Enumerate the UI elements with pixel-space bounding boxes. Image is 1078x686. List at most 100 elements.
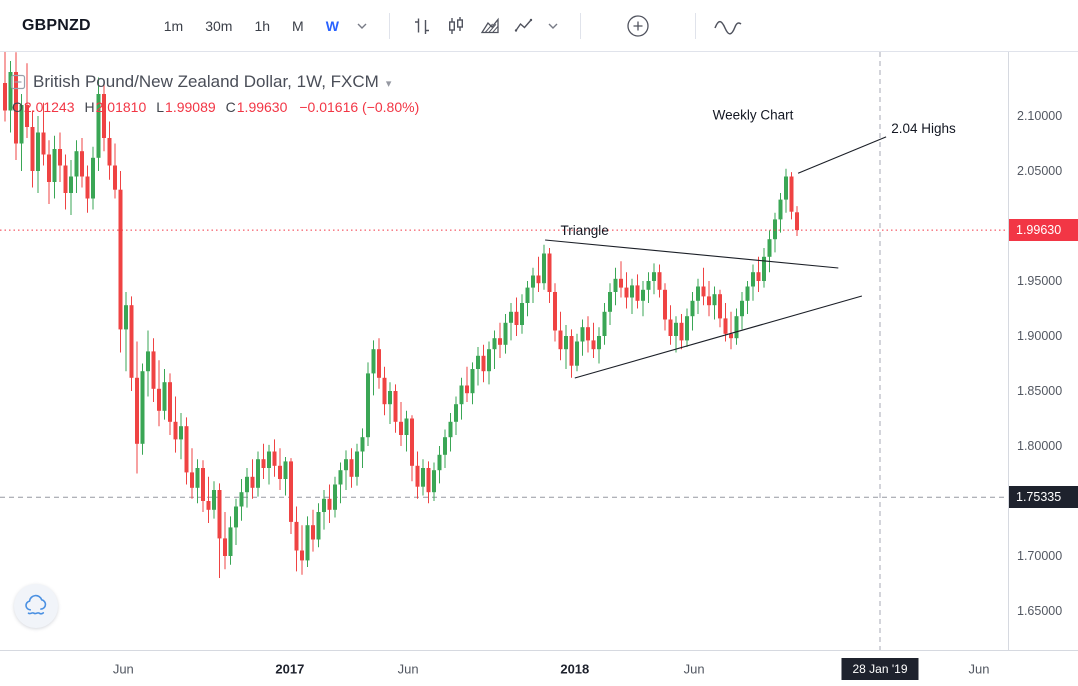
candle-body [250, 476, 255, 488]
candle-body [316, 512, 321, 540]
legend-dropdown-icon[interactable]: ▾ [385, 77, 392, 90]
candle-body [729, 333, 733, 339]
triangle-lower-trendline[interactable] [574, 295, 863, 379]
chart-canvas[interactable]: Weekly Chart 2.04 Highs Triangle [0, 52, 1008, 650]
interval-dropdown-button[interactable] [350, 13, 374, 39]
candle-body [388, 391, 392, 405]
interval-week-button[interactable]: W [325, 17, 339, 34]
candle-body [586, 327, 590, 341]
candle-body [234, 506, 238, 528]
candle-body [740, 300, 744, 317]
candle-body [756, 272, 761, 281]
candle-body [437, 454, 442, 471]
candle-body [80, 151, 84, 177]
interval-1m-button[interactable]: 1m [163, 17, 184, 34]
candle-body [201, 468, 205, 501]
style-dropdown-button[interactable] [541, 13, 565, 39]
price-tick-label: 2.05000 [1017, 164, 1063, 178]
candle-body [124, 305, 128, 330]
compare-add-button[interactable] [622, 10, 654, 42]
chart-title[interactable]: British Pound/New Zealand Dollar, 1W, FX… [33, 72, 379, 91]
candles-style-button[interactable] [440, 10, 472, 42]
hollow-candles-icon [444, 14, 468, 38]
candle-body [734, 316, 739, 339]
annotation-text[interactable]: Triangle [561, 223, 609, 238]
interval-month-button[interactable]: M [292, 17, 304, 34]
candle-body [569, 336, 574, 366]
candle-body [481, 355, 486, 372]
plus-circle-icon [624, 12, 652, 40]
candle-body [382, 377, 387, 405]
toolbar-divider [388, 12, 390, 39]
price-axis[interactable]: 2.100002.050002.000001.950001.900001.850… [1008, 52, 1078, 650]
low-label: L [156, 99, 165, 115]
candle-body [597, 336, 601, 350]
candle-body [547, 253, 552, 292]
candle-body [25, 105, 29, 127]
candle-body [762, 256, 766, 281]
cloud-button[interactable] [14, 584, 58, 628]
chart-region: Weekly Chart 2.04 Highs Triangle British P… [0, 52, 1078, 686]
candle-body [575, 341, 579, 366]
time-tick-label: Jun [112, 661, 134, 676]
candle-body [3, 83, 7, 111]
candle-body [19, 105, 24, 144]
indicators-button[interactable] [712, 10, 744, 42]
high-label: H [84, 99, 95, 115]
candle-body [707, 296, 711, 306]
highs-pointer-line[interactable] [797, 136, 887, 174]
time-axis[interactable]: Jun 2017 Jun 2018 Jun Jun 28 Jan '19 [0, 650, 1078, 686]
area-style-button[interactable] [474, 10, 506, 42]
candle-body [74, 151, 79, 177]
low-value: 1.99089 [165, 99, 216, 115]
high-value: 2.01810 [95, 99, 147, 115]
interval-1h-button[interactable]: 1h [254, 17, 271, 34]
interval-30m-button[interactable]: 30m [205, 17, 233, 34]
candle-body [168, 382, 172, 422]
candle-body [426, 468, 431, 493]
candle-body [239, 492, 244, 507]
candle-body [432, 470, 436, 493]
candle-body [751, 272, 755, 287]
price-tick-label: 1.70000 [1017, 549, 1063, 563]
time-tick-label: Jun [968, 661, 990, 676]
candle-body [129, 305, 134, 378]
candle-body [206, 501, 211, 510]
candle-body [415, 465, 420, 487]
toolbar-divider [694, 12, 696, 39]
candle-body [69, 176, 73, 193]
candle-body [448, 421, 453, 438]
candle-body [14, 72, 18, 144]
bars-style-button[interactable] [406, 10, 438, 42]
candle-body [608, 292, 612, 312]
candle-body [492, 338, 497, 350]
candle-body [668, 319, 673, 336]
candle-body [223, 538, 227, 556]
candle-body [795, 212, 799, 231]
candle-body [635, 285, 640, 301]
legend-collapse-icon[interactable] [10, 74, 26, 90]
symbol-button[interactable]: GBPNZD [22, 16, 91, 34]
candle-body [465, 385, 469, 394]
candle-body [184, 426, 189, 473]
candle-body [509, 311, 513, 323]
line-style-button[interactable] [508, 10, 540, 42]
candle-body [503, 322, 508, 345]
candle-body [789, 176, 794, 212]
candle-body [421, 468, 425, 487]
candle-body [96, 94, 101, 158]
candle-body [338, 470, 343, 485]
annotation-text[interactable]: Weekly Chart [713, 108, 794, 123]
candle-body [173, 421, 178, 440]
candle-body [305, 525, 310, 561]
candle-body [360, 437, 365, 452]
candle-body [157, 388, 161, 411]
candle-body [377, 349, 381, 378]
triangle-upper-trendline[interactable] [545, 239, 839, 269]
candle-body [135, 377, 139, 444]
indicators-wave-icon [712, 15, 744, 37]
annotation-text[interactable]: 2.04 Highs [891, 121, 956, 136]
candle-body [294, 521, 299, 551]
candle-body [767, 239, 772, 257]
change-value: −0.01616 (−0.80%) [299, 99, 420, 115]
